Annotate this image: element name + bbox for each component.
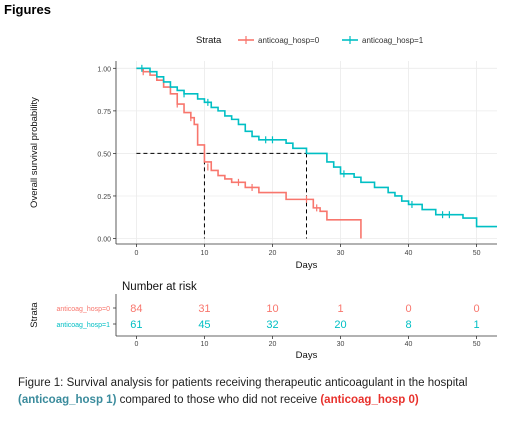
x-tick-label: 30	[337, 250, 345, 257]
x-tick-label: 20	[269, 250, 277, 257]
risk-value: 32	[266, 319, 278, 331]
risk-value: 0	[405, 303, 411, 315]
risk-x-tick-label: 40	[405, 341, 413, 348]
risk-value: 45	[198, 319, 210, 331]
risk-value: 8	[405, 319, 411, 331]
risk-value: 0	[474, 303, 480, 315]
risk-value: 1	[337, 303, 343, 315]
legend-label: anticoag_hosp=0	[258, 36, 320, 45]
risk-y-axis-title: Strata	[29, 302, 40, 328]
legend-title: Strata	[196, 35, 222, 46]
risk-value: 61	[130, 319, 142, 331]
risk-x-tick-label: 30	[337, 341, 345, 348]
caption-highlight-group0: (anticoag_hosp 0)	[320, 394, 419, 406]
x-axis-title: Days	[296, 260, 318, 271]
risk-x-tick-label: 50	[473, 341, 481, 348]
caption-text-2: compared to those who did not receive	[116, 394, 321, 406]
y-tick-label: 0.50	[97, 151, 111, 158]
x-tick-label: 40	[405, 250, 413, 257]
survival-figure: Strata anticoag_hosp=0 anticoag_hosp=1 0.00…	[29, 35, 497, 361]
legend-label: anticoag_hosp=1	[362, 36, 424, 45]
caption-text-1: Figure 1: Survival analysis for patients…	[18, 377, 468, 389]
risk-x-tick-label: 10	[201, 341, 209, 348]
risk-row-label: anticoag_hosp=0	[56, 306, 110, 313]
risk-value: 10	[266, 303, 278, 315]
figure-caption: Figure 1: Survival analysis for patients…	[18, 375, 513, 409]
risk-table-title: Number at risk	[122, 281, 197, 293]
risk-value: 84	[130, 303, 142, 315]
x-tick-label: 0	[134, 250, 138, 257]
survival-curve-1	[136, 67, 497, 228]
risk-value: 1	[474, 319, 480, 331]
risk-value: 31	[198, 303, 210, 315]
y-tick-label: 0.25	[97, 194, 111, 201]
y-tick-label: 0.75	[97, 109, 111, 116]
x-tick-label: 50	[473, 250, 481, 257]
y-axis-title: Overall survival probability	[29, 97, 40, 208]
risk-row-label: anticoag_hosp=1	[56, 322, 110, 329]
y-tick-label: 0.00	[97, 237, 111, 244]
risk-x-tick-label: 20	[269, 341, 277, 348]
risk-value: 20	[334, 319, 346, 331]
section-heading: Figures	[4, 2, 51, 17]
caption-highlight-group1: (anticoag_hosp 1)	[18, 394, 117, 406]
x-tick-label: 10	[201, 250, 209, 257]
y-tick-label: 1.00	[97, 66, 111, 73]
risk-x-axis-title: Days	[296, 350, 318, 361]
risk-x-tick-label: 0	[134, 341, 138, 348]
